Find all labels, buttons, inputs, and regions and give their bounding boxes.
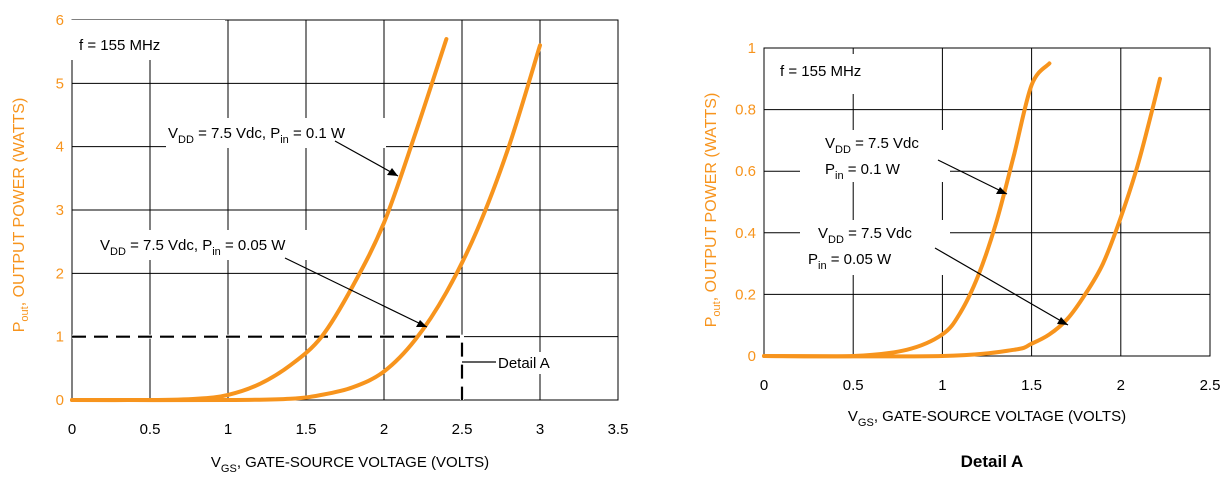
main-x-tick-label: 0.5	[140, 421, 161, 438]
main-series1-arrow	[334, 140, 399, 177]
main-chart: 0 0.5 1 1.5 2 2.5 3 3.5 0 1 2 3 4 5 6 f = 155 MHz VDD…	[11, 12, 628, 475]
detail-y-tick-label: 0	[748, 348, 756, 365]
detail-label-bg	[490, 352, 580, 374]
series2-label-bg	[100, 230, 360, 260]
main-chart-y-ticks: 0 1 2 3 4 5 6	[56, 12, 64, 409]
detail-series2-label-line2: Pin = 0.05 W	[808, 251, 892, 272]
detail-y-tick-label: 1	[748, 40, 756, 57]
main-series-1-line	[70, 37, 449, 403]
main-y-tick-label: 4	[56, 139, 64, 156]
main-y-tick-label: 2	[56, 265, 64, 282]
main-y-tick-label: 6	[56, 12, 64, 29]
main-x-tick-label: 1	[224, 421, 232, 438]
detail-series1-label-line2: Pin = 0.1 W	[825, 161, 901, 182]
detail-x-tick-label: 0	[760, 377, 768, 394]
main-x-tick-label: 2	[380, 421, 388, 438]
main-x-tick-label: 3.5	[608, 421, 629, 438]
main-detail-a-label: Detail A	[498, 355, 550, 372]
main-x-tick-label: 1.5	[296, 421, 317, 438]
detail-y-axis-label: Pout, OUTPUT POWER (WATTS)	[703, 93, 723, 328]
main-x-tick-label: 3	[536, 421, 544, 438]
detail-series-2-line	[762, 76, 1162, 359]
main-series2-arrow	[284, 257, 428, 328]
main-series1-label: VDD = 7.5 Vdc, Pin = 0.1 W	[168, 125, 346, 146]
main-chart-x-ticks: 0 0.5 1 1.5 2 2.5 3 3.5	[68, 421, 629, 438]
main-series2-label: VDD = 7.5 Vdc, Pin = 0.05 W	[100, 237, 286, 258]
detail-chart-title: Detail A	[961, 452, 1024, 471]
detail-chart-grid	[763, 47, 1211, 357]
detail-chart-curves	[762, 61, 1162, 359]
detail-series2-label-line1: VDD = 7.5 Vdc	[818, 225, 912, 246]
detail-x-tick-label: 0.5	[843, 377, 864, 394]
detail-y-tick-label: 0.2	[735, 286, 756, 303]
detail-a-mask-h	[72, 334, 464, 339]
detail-series-1-line	[762, 61, 1052, 359]
detail-y-tick-label: 0.8	[735, 102, 756, 119]
detail-series1-label-bg	[800, 130, 950, 182]
detail-plot-frame	[763, 47, 1211, 357]
main-freq-annotation: f = 155 MHz	[79, 37, 160, 54]
main-y-tick-label: 1	[56, 329, 64, 346]
main-series-2-line	[70, 43, 542, 403]
detail-x-axis-label: VGS, GATE-SOURCE VOLTAGE (VOLTS)	[848, 408, 1126, 429]
detail-x-tick-label: 2	[1117, 377, 1125, 394]
detail-series2-label-bg	[800, 220, 950, 275]
detail-chart: 0 0.5 1 1.5 2 2.5 00.20.40.60.81 f = 155 MHz …	[703, 40, 1220, 471]
detail-chart-x-ticks: 0 0.5 1 1.5 2 2.5	[760, 377, 1220, 394]
main-chart-curves	[70, 37, 542, 403]
detail-chart-y-ticks: 0 0.2 0.4 0.6 0.8 1	[735, 40, 756, 365]
detail-a-region	[72, 334, 464, 400]
detail-series1-arrow	[937, 159, 1008, 195]
detail-series1-label-line1: VDD = 7.5 Vdc	[825, 135, 919, 156]
main-x-axis-label: VGS, GATE-SOURCE VOLTAGE (VOLTS)	[211, 454, 489, 475]
main-x-tick-label: 0	[68, 421, 76, 438]
detail-x-tick-label: 2.5	[1200, 377, 1220, 394]
detail-freq-label-bg	[770, 54, 930, 94]
main-y-tick-label: 5	[56, 75, 64, 92]
main-y-tick-label: 0	[56, 392, 64, 409]
detail-y-tick-label: 0.6	[735, 163, 756, 180]
detail-freq-annotation: f = 155 MHz	[780, 63, 861, 80]
detail-x-tick-label: 1	[938, 377, 946, 394]
main-series1-arrowhead	[387, 168, 398, 176]
series1-label-bg	[166, 118, 386, 148]
detail-series2-arrow	[934, 247, 1069, 326]
detail-x-tick-label: 1.5	[1021, 377, 1042, 394]
main-series2-arrowhead	[416, 320, 427, 327]
main-x-tick-label: 2.5	[452, 421, 473, 438]
detail-a-boundary	[72, 335, 464, 400]
detail-series2-arrowhead	[1057, 317, 1068, 325]
detail-series1-arrowhead	[996, 187, 1007, 194]
main-chart-grid	[71, 19, 619, 401]
detail-y-tick-label: 0.4	[735, 225, 756, 242]
main-y-tick-label: 3	[56, 202, 64, 219]
freq-label-bg	[70, 20, 225, 60]
main-y-axis-label: Pout, OUTPUT POWER (WATTS)	[11, 98, 31, 333]
